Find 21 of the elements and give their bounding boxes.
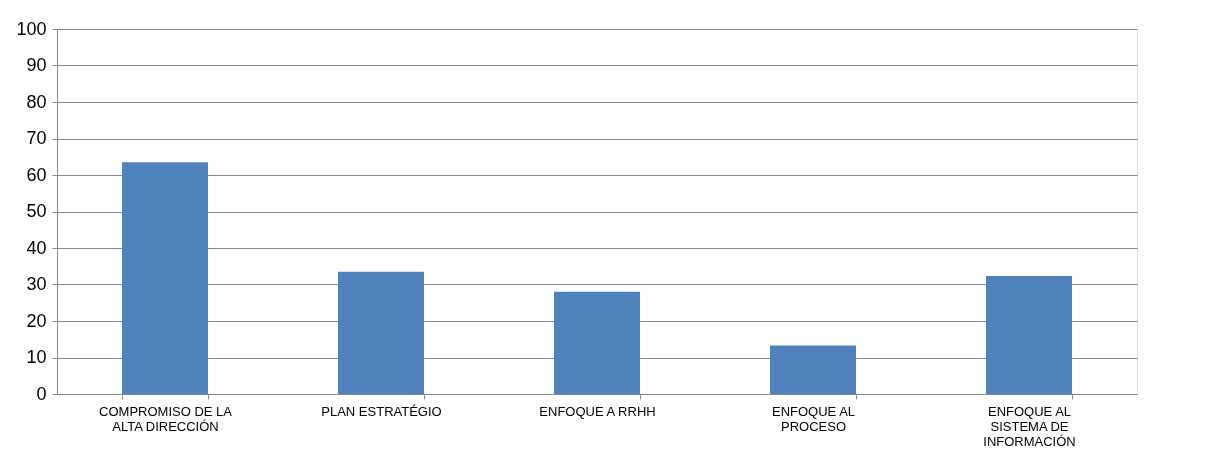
- bar: [554, 291, 640, 394]
- y-tick-label: 80: [26, 91, 47, 112]
- y-tick-label: 0: [36, 383, 47, 404]
- y-tick-label: 50: [26, 201, 47, 221]
- y-tick-label: 90: [26, 55, 47, 75]
- y-tick-label: 100: [16, 18, 47, 39]
- y-tick-label: 40: [26, 237, 47, 258]
- y-tick-label: 70: [26, 128, 47, 148]
- x-tick-label: COMPROMISO DE LA ALTA DIRECCIÓN: [99, 403, 233, 434]
- y-tick-label: 10: [26, 347, 47, 367]
- x-tick-label: ENFOQUE AL PROCESO: [771, 403, 856, 434]
- bar: [770, 345, 856, 394]
- x-tick-label: PLAN ESTRATÉGIO: [321, 403, 442, 419]
- y-tick-label: 60: [26, 164, 47, 185]
- y-tick-label: 30: [26, 274, 47, 294]
- bar: [986, 276, 1072, 394]
- y-tick-label: 20: [26, 310, 47, 331]
- x-tick-label: ENFOQUE A RRHH: [539, 403, 656, 419]
- bar: [338, 271, 424, 394]
- x-tick-label: ENFOQUE AL SISTEMA DE INFORMACIÓN: [983, 403, 1076, 449]
- bar: [122, 162, 208, 394]
